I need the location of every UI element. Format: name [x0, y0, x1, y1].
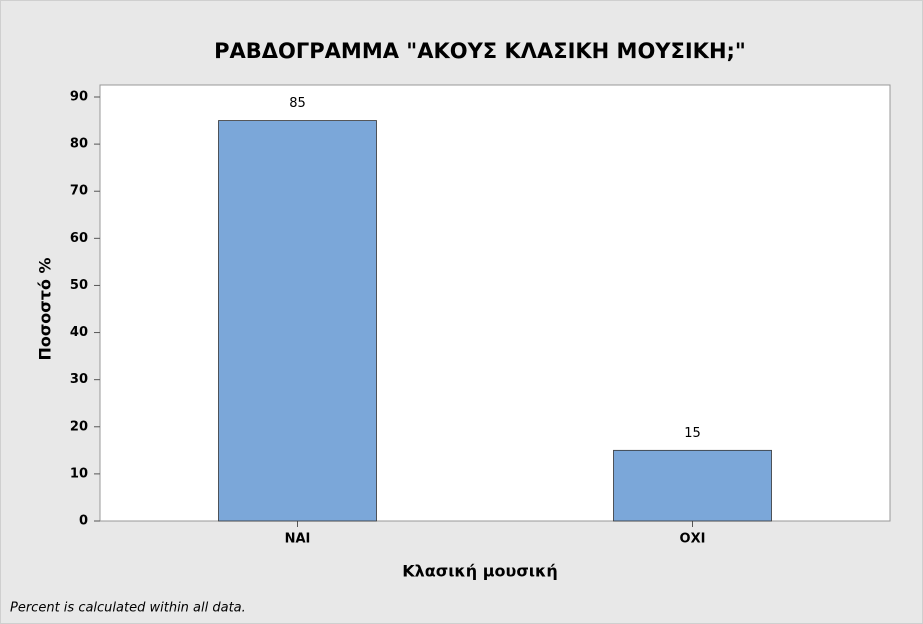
y-axis-label: Ποσοστό % — [36, 257, 55, 360]
y-tick-label: 90 — [70, 90, 88, 105]
y-tick-label: 80 — [70, 137, 88, 152]
x-tick-label: ΝΑΙ — [285, 532, 311, 547]
y-tick-label: 20 — [70, 419, 88, 434]
y-tick-label: 10 — [70, 466, 88, 481]
bar — [613, 449, 772, 522]
x-axis-label: Κλασική μουσική — [402, 562, 558, 581]
y-tick-label: 0 — [79, 514, 88, 529]
y-tick-label: 30 — [70, 372, 88, 387]
chart-title: ΡΑΒΔΟΓΡΑΜΜΑ "ΑΚΟΥΣ ΚΛΑΣΙΚΗ ΜΟΥΣΙΚΗ;" — [214, 39, 746, 63]
data-label: 85 — [289, 96, 306, 111]
footnote: Percent is calculated within all data. — [10, 601, 246, 616]
y-tick-label: 60 — [70, 231, 88, 246]
bar — [218, 120, 377, 522]
x-tick-label: ΟΧΙ — [680, 532, 706, 547]
y-tick-label: 50 — [70, 278, 88, 293]
y-tick-label: 40 — [70, 325, 88, 340]
y-tick-label: 70 — [70, 184, 88, 199]
data-label: 15 — [684, 426, 701, 441]
